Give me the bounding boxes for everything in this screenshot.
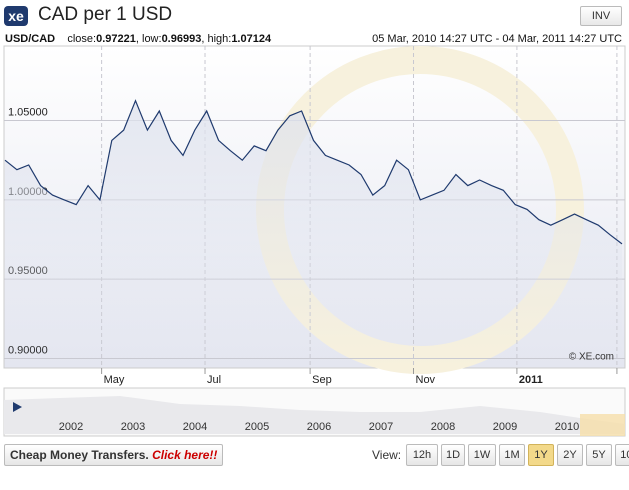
x-tick-label: 2011 (519, 374, 543, 386)
range-button[interactable]: 10Y (615, 444, 629, 466)
stat-label: high: (207, 33, 232, 45)
stat-value: 0.97221 (96, 33, 136, 45)
x-tick-label: Nov (416, 374, 436, 386)
date-range: 05 Mar, 2010 14:27 UTC - 04 Mar, 2011 14… (372, 33, 622, 45)
view-label: View: (372, 448, 402, 462)
promo-link[interactable]: Click here!! (152, 448, 218, 462)
promo-text: Cheap Money Transfers. (10, 448, 149, 462)
stat-label: low: (142, 33, 162, 45)
navigator-year: 2010 (555, 421, 579, 433)
y-tick-label: 1.05000 (8, 106, 48, 118)
navigator-year: 2008 (431, 421, 455, 433)
stats: USD/CAD close:0.97221, low:0.96993, high… (5, 33, 272, 45)
price-line (4, 99, 623, 245)
stat-value: 0.96993 (161, 33, 202, 45)
stat-label: close: (67, 33, 97, 45)
credit: © XE.com (569, 352, 614, 363)
invert-button[interactable]: INV (580, 6, 622, 26)
navigator-play[interactable] (13, 402, 22, 412)
x-tick-label: Sep (312, 374, 332, 386)
navigator-year: 2007 (369, 421, 393, 433)
range-button[interactable]: 1Y (528, 444, 554, 466)
promo[interactable]: Cheap Money Transfers. Click here!! (4, 444, 224, 466)
navigator-year: 2004 (183, 421, 207, 433)
range-button[interactable]: 2Y (557, 444, 583, 466)
range-button[interactable]: 5Y (586, 444, 612, 466)
navigator-year: 2005 (245, 421, 269, 433)
navigator-window (580, 414, 625, 436)
range-button[interactable]: 12h (406, 444, 438, 466)
navigator-year: 2002 (59, 421, 83, 433)
logo: xe (4, 6, 28, 26)
range-button[interactable]: 1W (468, 444, 496, 466)
navigator-area (4, 396, 625, 434)
range-button[interactable]: 1D (441, 444, 465, 466)
navigator-year: 2009 (493, 421, 517, 433)
title: CAD per 1 USD (38, 4, 173, 25)
range-button[interactable]: 1M (499, 444, 525, 466)
pair: USD/CAD (5, 33, 56, 45)
navigator-year: 2003 (121, 421, 145, 433)
stat-value: 1.07124 (231, 33, 272, 45)
line-area (5, 100, 622, 368)
chart: 0.900000.950001.000001.05000MayJulSepNov… (3, 45, 626, 437)
navigator-year: 2006 (307, 421, 331, 433)
x-tick-label: Jul (207, 374, 221, 386)
x-tick-label: May (104, 374, 125, 386)
